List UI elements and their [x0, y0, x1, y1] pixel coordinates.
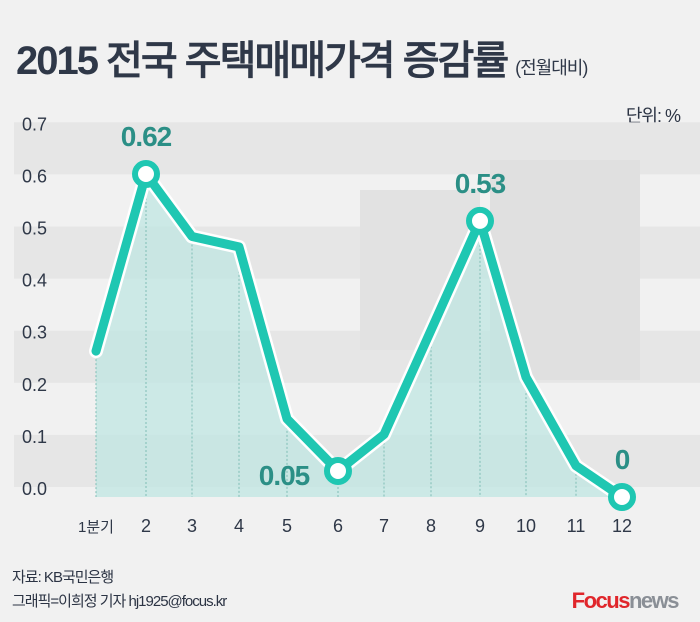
credit-text: 그래픽=이희정 기자 hj1925@focus.kr	[12, 593, 227, 610]
x-tick-label: 11	[567, 516, 586, 536]
data-point-marker	[466, 206, 494, 235]
data-label: 0.53	[455, 168, 506, 199]
data-point-marker	[132, 159, 160, 188]
focus-news-logo: Focusnews	[571, 588, 680, 614]
x-tick-label: 6	[333, 516, 343, 536]
y-tick-label: 0.7	[22, 114, 47, 134]
y-tick-label: 0.6	[22, 166, 47, 186]
unit-label: 단위: %	[625, 106, 681, 126]
x-tick-label: 9	[475, 516, 485, 536]
series-line	[91, 169, 627, 502]
logo-focus: Focus	[571, 588, 631, 613]
x-tick-label: 3	[187, 516, 197, 536]
footer: 자료: KB국민은행 그래픽=이희정 기자 hj1925@focus.kr	[12, 566, 227, 614]
y-tick-label: 0.5	[22, 219, 47, 239]
data-label: 0.62	[121, 121, 172, 152]
x-tick-label: 4	[234, 516, 244, 536]
x-tick-label: 1분기	[78, 519, 114, 536]
x-tick-label: 8	[426, 516, 436, 536]
data-point-marker	[324, 456, 352, 485]
y-tick-label: 0.0	[22, 479, 47, 499]
chart-title: 2015 전국 주택매매가격 증감률 (전월대비)	[16, 28, 588, 86]
x-tick-label: 10	[516, 516, 536, 536]
source-text: 자료: KB국민은행	[12, 569, 114, 586]
y-tick-label: 0.1	[22, 427, 47, 447]
data-label: 0	[615, 444, 630, 475]
x-tick-label: 7	[379, 516, 389, 536]
data-point-marker	[608, 483, 636, 511]
y-tick-label: 0.2	[22, 375, 47, 395]
x-tick-label: 12	[612, 516, 632, 536]
y-tick-label: 0.3	[22, 323, 47, 343]
x-tick-label: 5	[282, 516, 292, 536]
x-tick-label: 2	[141, 516, 151, 536]
chart-subtitle: (전월대비)	[515, 58, 588, 78]
y-tick-label: 0.4	[22, 271, 47, 291]
data-label: 0.05	[259, 460, 310, 491]
area-fill	[96, 173, 622, 498]
logo-news: news	[628, 588, 680, 613]
title-text: 2015 전국 주택매매가격 증감률	[16, 39, 509, 83]
